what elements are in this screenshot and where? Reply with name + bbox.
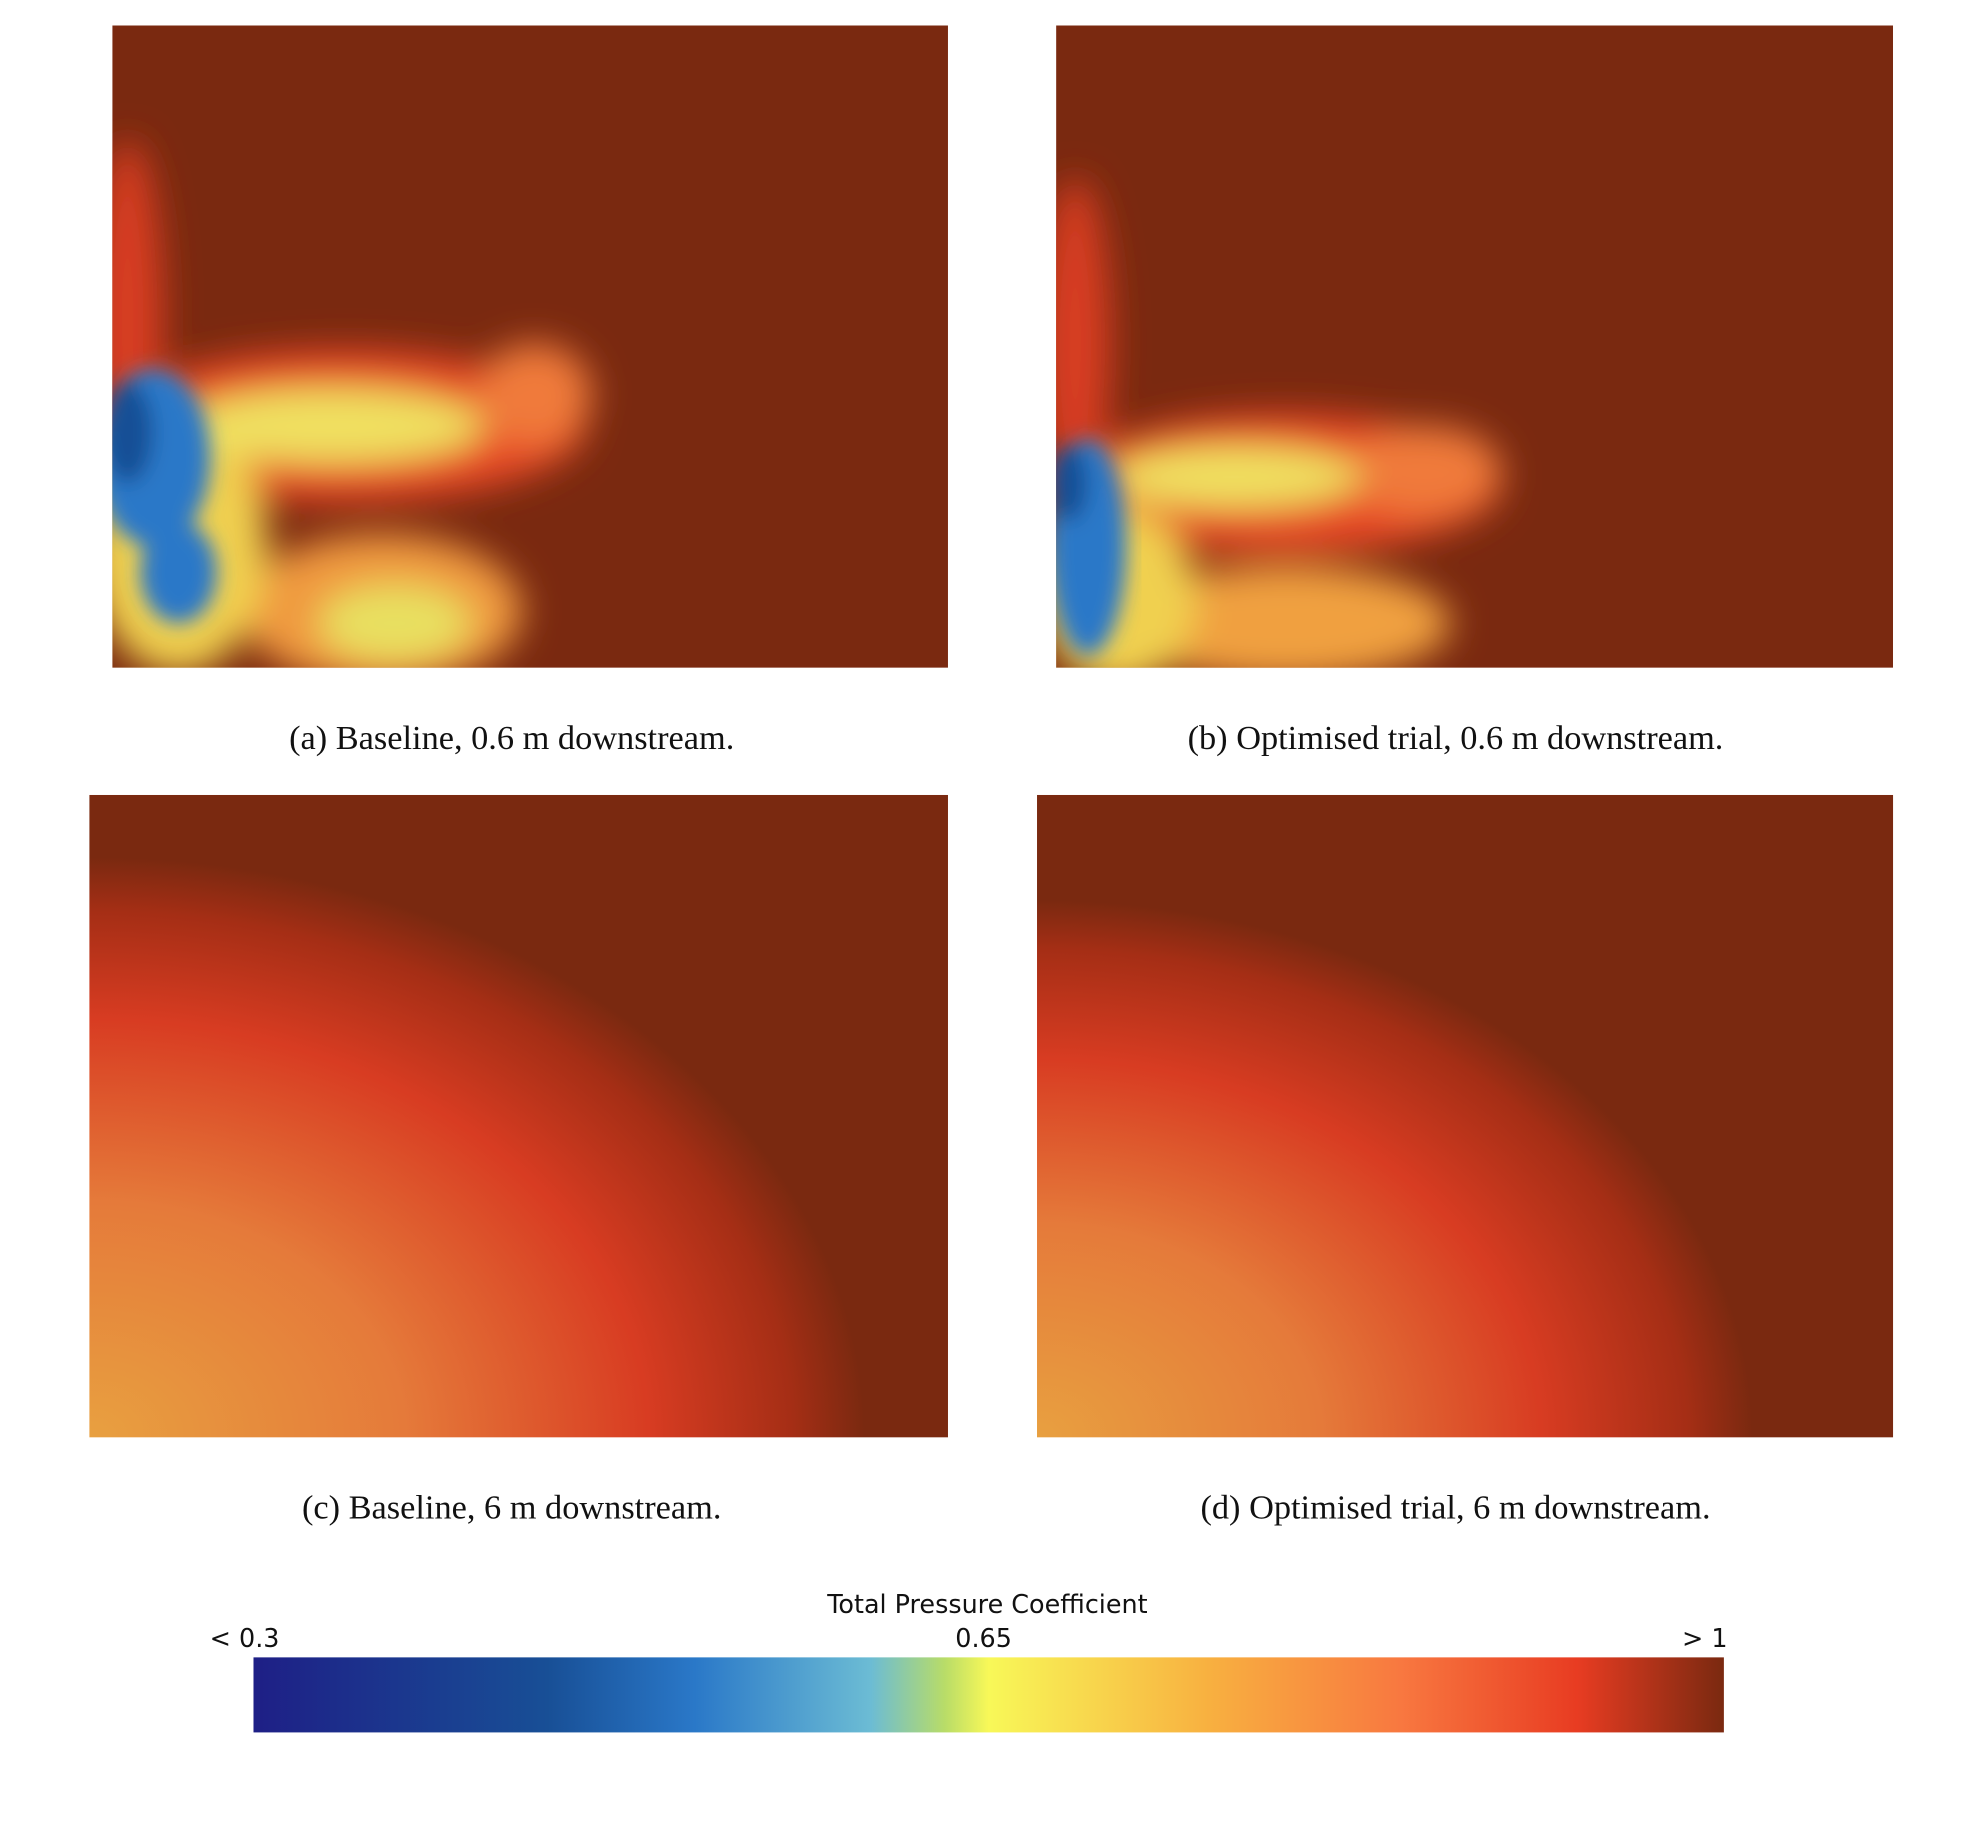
- caption: (a) Baseline, 0.6 m downstream.: [289, 719, 734, 757]
- colorbar-title: Total Pressure Coefficient: [826, 1589, 1147, 1619]
- colorbar-label: < 0.3: [210, 1623, 280, 1653]
- colorbar-label: 0.65: [955, 1623, 1012, 1653]
- contour-plot: [1037, 794, 1894, 1438]
- colorbar: [253, 1657, 1724, 1733]
- contour-plot: [1056, 25, 1894, 668]
- colorbar-label: > 1: [1682, 1623, 1728, 1653]
- caption: (c) Baseline, 6 m downstream.: [302, 1489, 721, 1527]
- contour-plot: [112, 25, 948, 668]
- contour-plot: [89, 794, 948, 1438]
- caption: (d) Optimised trial, 6 m downstream.: [1200, 1489, 1710, 1527]
- caption: (b) Optimised trial, 0.6 m downstream.: [1188, 719, 1724, 757]
